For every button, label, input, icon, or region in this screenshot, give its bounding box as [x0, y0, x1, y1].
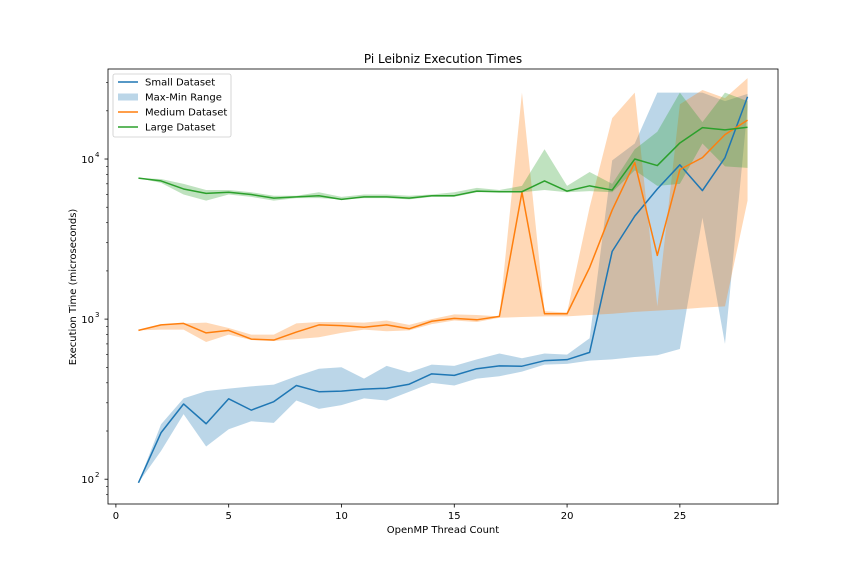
y-tick-exponent: 3: [95, 311, 99, 319]
y-tick-label: 10: [81, 315, 94, 326]
small-dataset-range-band: [138, 92, 748, 483]
x-tick-label: 20: [561, 511, 574, 522]
x-tick-label: 15: [448, 511, 461, 522]
legend-label-medium-dataset: Medium Dataset: [145, 108, 227, 119]
legend-swatch-max-min-range: [118, 93, 138, 101]
legend-label-large-dataset: Large Dataset: [145, 123, 216, 134]
medium-dataset-range-band: [138, 78, 748, 342]
x-tick-label: 0: [113, 511, 119, 522]
x-tick-label: 5: [226, 511, 232, 522]
legend-label-small-dataset: Small Dataset: [145, 78, 215, 89]
plot-frame: [107, 68, 779, 505]
y-tick-exponent: 4: [95, 151, 100, 159]
y-axis-label: Execution Time (microseconds): [68, 209, 79, 366]
chart-title: Pi Leibniz Execution Times: [364, 52, 522, 66]
large-dataset-line: [138, 126, 748, 201]
x-axis-label: OpenMP Thread Count: [387, 525, 499, 536]
series-lines: [137, 96, 749, 484]
range-bands: [138, 78, 748, 483]
y-tick-label: 10: [81, 155, 94, 166]
legend-label-max-min-range: Max-Min Range: [145, 93, 222, 104]
legend-box: [112, 73, 232, 138]
legend: Small Dataset Max-Min Range Medium Dataset…: [112, 73, 232, 138]
x-tick-label: 25: [674, 511, 687, 522]
y-tick-label: 10: [81, 475, 94, 486]
y-tick-exponent: 2: [95, 471, 99, 479]
x-axis-ticks: 0 5 10 15 20 25: [113, 504, 687, 522]
medium-dataset-line: [138, 119, 748, 341]
large-dataset-range-band: [138, 92, 748, 201]
x-tick-label: 10: [335, 511, 348, 522]
small-dataset-line: [137, 96, 749, 484]
